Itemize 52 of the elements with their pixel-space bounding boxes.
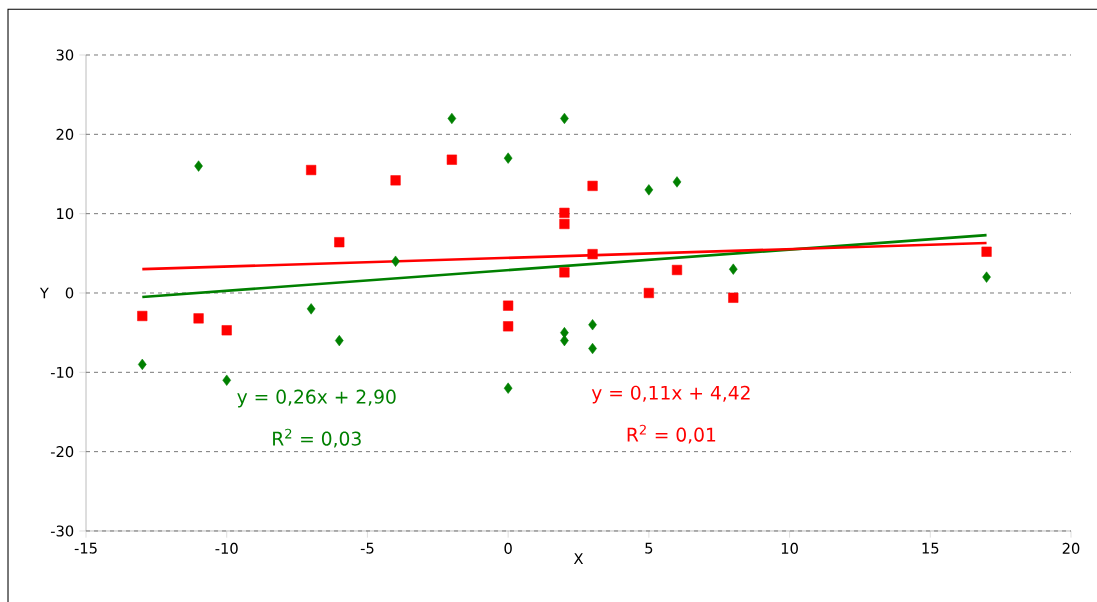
point (672, 176, 682, 188)
x-tick-label: 5 (645, 542, 653, 554)
point (137, 310, 148, 322)
point (503, 300, 514, 311)
annotation: y = 0,11x + 4,42 (591, 385, 750, 404)
point (194, 160, 203, 172)
x-axis-title: X (573, 553, 584, 564)
point (391, 255, 400, 267)
annotation: R$^{2}$ = 0,01 (627, 424, 716, 444)
point (559, 218, 570, 230)
annotation: R$^{2}$ = 0,03 (273, 428, 361, 448)
point (193, 313, 204, 324)
x-tick-label: 20 (1062, 542, 1080, 554)
point (503, 152, 513, 164)
point (446, 154, 457, 165)
point (138, 358, 147, 370)
x-tick-label: 0 (504, 542, 512, 554)
x-tick-label: -15 (74, 542, 97, 554)
point (671, 264, 683, 276)
point (729, 263, 738, 275)
point (559, 207, 570, 218)
point (728, 292, 739, 303)
x-tick-label: 15 (922, 542, 939, 554)
point (503, 321, 514, 332)
point (390, 175, 401, 186)
y-axis-title: Y (39, 287, 49, 299)
point (587, 180, 598, 191)
x-tick-label: -5 (360, 542, 374, 554)
point (587, 249, 598, 260)
point (559, 267, 570, 278)
point (643, 287, 654, 299)
y-tick-label: -10 (50, 366, 74, 378)
point (503, 382, 513, 394)
y-tick-label: -30 (50, 525, 74, 537)
y-tick-label: -20 (50, 446, 74, 458)
y-tick-label: 10 (57, 208, 74, 220)
x-tick-label: 10 (781, 542, 798, 554)
point (306, 303, 316, 315)
point (306, 164, 317, 176)
point (981, 246, 992, 257)
x-tick-label: -10 (215, 542, 238, 554)
point (644, 184, 654, 196)
point (222, 374, 231, 386)
point (334, 237, 345, 248)
point (588, 319, 597, 331)
point (447, 112, 457, 125)
y-tick-label: 20 (56, 128, 74, 140)
point (982, 271, 991, 283)
y-tick-label: 0 (65, 287, 74, 299)
y-tick-label: 30 (56, 49, 74, 61)
point (221, 325, 232, 336)
annotation: y = 0,26x + 2,90 (237, 389, 396, 408)
